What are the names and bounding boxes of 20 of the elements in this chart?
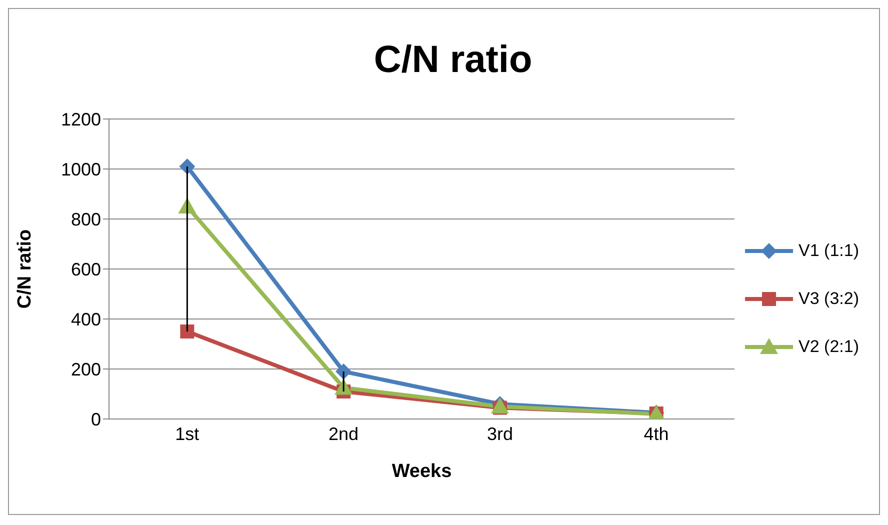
y-tick-label: 600: [70, 259, 101, 280]
legend-label: V1 (1:1): [798, 240, 859, 262]
chart-title: C/N ratio: [372, 39, 534, 82]
point: [180, 324, 194, 338]
x-tick-label: 2nd: [328, 424, 359, 444]
y-tick-label: 0: [90, 409, 101, 430]
y-tick-label: 1200: [60, 109, 101, 130]
y-tick-label: 800: [70, 209, 101, 230]
legend-label: V2 (2:1): [798, 336, 859, 358]
y-tick-label: 400: [70, 309, 101, 330]
point: [336, 364, 352, 380]
legend-label: V3 (3:2): [798, 288, 859, 310]
x-axis-title: Weeks: [392, 461, 452, 482]
point: [179, 158, 196, 174]
x-tick-label: 4th: [644, 424, 669, 444]
y-tick-label: 1000: [60, 159, 101, 180]
y-tick-label: 200: [70, 359, 101, 380]
x-tick-label: 3rd: [486, 424, 513, 444]
y-axis-title: C/N ratio: [14, 229, 36, 309]
x-tick-label: 1st: [175, 424, 200, 444]
